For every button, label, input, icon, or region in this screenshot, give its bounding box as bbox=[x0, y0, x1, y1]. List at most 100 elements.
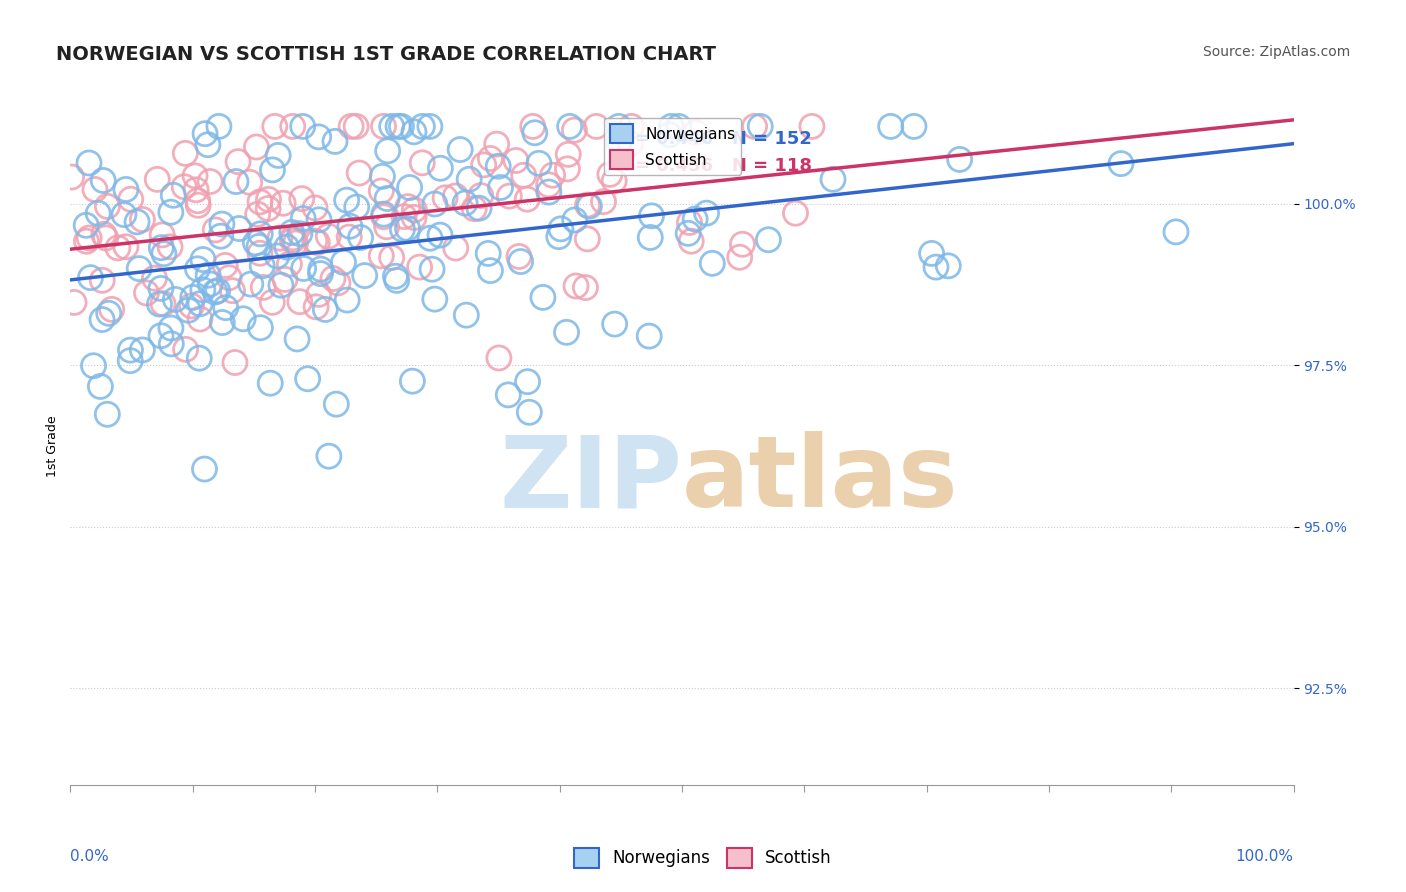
Y-axis label: 1st Grade: 1st Grade bbox=[46, 415, 59, 477]
Point bbox=[903, 120, 925, 134]
Point bbox=[276, 240, 298, 254]
Point bbox=[224, 355, 246, 369]
Point bbox=[135, 285, 157, 300]
Point bbox=[308, 287, 330, 301]
Point bbox=[429, 228, 451, 243]
Point bbox=[619, 136, 641, 151]
Point bbox=[252, 280, 274, 294]
Point bbox=[120, 353, 142, 368]
Point bbox=[131, 343, 153, 357]
Point bbox=[77, 156, 100, 170]
Point bbox=[479, 263, 502, 277]
Point bbox=[419, 120, 441, 134]
Point bbox=[262, 295, 284, 310]
Point bbox=[284, 235, 307, 250]
Point bbox=[336, 193, 359, 207]
Point bbox=[120, 343, 142, 357]
Point bbox=[411, 120, 433, 134]
Point bbox=[576, 198, 599, 212]
Point bbox=[146, 172, 169, 186]
Point bbox=[187, 198, 209, 212]
Point bbox=[257, 202, 280, 216]
Point bbox=[188, 351, 211, 366]
Point bbox=[191, 283, 214, 297]
Point bbox=[188, 297, 211, 311]
Point bbox=[489, 180, 512, 194]
Point bbox=[547, 229, 569, 244]
Point bbox=[307, 235, 329, 250]
Point bbox=[159, 240, 181, 254]
Point bbox=[188, 312, 211, 326]
Point bbox=[314, 302, 336, 317]
Point bbox=[401, 374, 423, 388]
Point bbox=[485, 137, 508, 152]
Point bbox=[702, 256, 724, 270]
Point bbox=[1109, 156, 1132, 170]
Point bbox=[193, 462, 215, 476]
Point bbox=[419, 231, 441, 245]
Point bbox=[523, 126, 546, 140]
Point bbox=[373, 210, 395, 224]
Point bbox=[508, 250, 530, 264]
Point bbox=[160, 337, 183, 351]
Point bbox=[879, 120, 901, 134]
Point bbox=[291, 120, 314, 134]
Text: 100.0%: 100.0% bbox=[1236, 849, 1294, 863]
Point bbox=[262, 162, 284, 177]
Point bbox=[91, 312, 114, 326]
Point bbox=[377, 144, 399, 158]
Point bbox=[676, 227, 699, 241]
Point bbox=[683, 212, 706, 227]
Point bbox=[160, 205, 183, 219]
Point bbox=[232, 311, 254, 326]
Point bbox=[396, 200, 419, 214]
Point bbox=[486, 159, 509, 173]
Point bbox=[150, 241, 173, 255]
Point bbox=[685, 126, 707, 140]
Point bbox=[270, 278, 292, 293]
Point bbox=[340, 120, 363, 134]
Point bbox=[744, 120, 766, 134]
Point bbox=[353, 268, 375, 283]
Point bbox=[250, 259, 273, 273]
Text: ZIP: ZIP bbox=[499, 432, 682, 528]
Point bbox=[318, 449, 340, 463]
Point bbox=[162, 188, 184, 202]
Point bbox=[638, 230, 661, 244]
Point bbox=[574, 280, 596, 294]
Point bbox=[304, 234, 326, 248]
Legend: Norwegians, Scottish: Norwegians, Scottish bbox=[605, 118, 741, 175]
Point bbox=[339, 219, 361, 234]
Point bbox=[592, 194, 614, 209]
Point bbox=[429, 161, 451, 176]
Point bbox=[585, 120, 607, 134]
Point bbox=[456, 308, 478, 322]
Point bbox=[479, 152, 502, 166]
Point bbox=[565, 279, 588, 293]
Point bbox=[472, 158, 495, 172]
Point bbox=[128, 261, 150, 276]
Point bbox=[79, 270, 101, 285]
Point bbox=[204, 223, 226, 237]
Point bbox=[83, 359, 105, 373]
Point bbox=[91, 173, 114, 187]
Point bbox=[658, 128, 681, 142]
Point bbox=[512, 169, 534, 183]
Point bbox=[659, 120, 682, 134]
Point bbox=[198, 175, 221, 189]
Point bbox=[337, 230, 360, 244]
Point bbox=[537, 178, 560, 192]
Point bbox=[149, 328, 172, 343]
Point bbox=[214, 259, 236, 273]
Point bbox=[184, 169, 207, 183]
Point bbox=[728, 250, 751, 264]
Point bbox=[925, 260, 948, 274]
Point bbox=[396, 221, 419, 235]
Point bbox=[516, 375, 538, 389]
Point bbox=[208, 120, 231, 134]
Point bbox=[120, 192, 142, 206]
Point bbox=[181, 290, 204, 304]
Point bbox=[936, 259, 959, 273]
Point bbox=[152, 296, 174, 310]
Point bbox=[280, 226, 302, 240]
